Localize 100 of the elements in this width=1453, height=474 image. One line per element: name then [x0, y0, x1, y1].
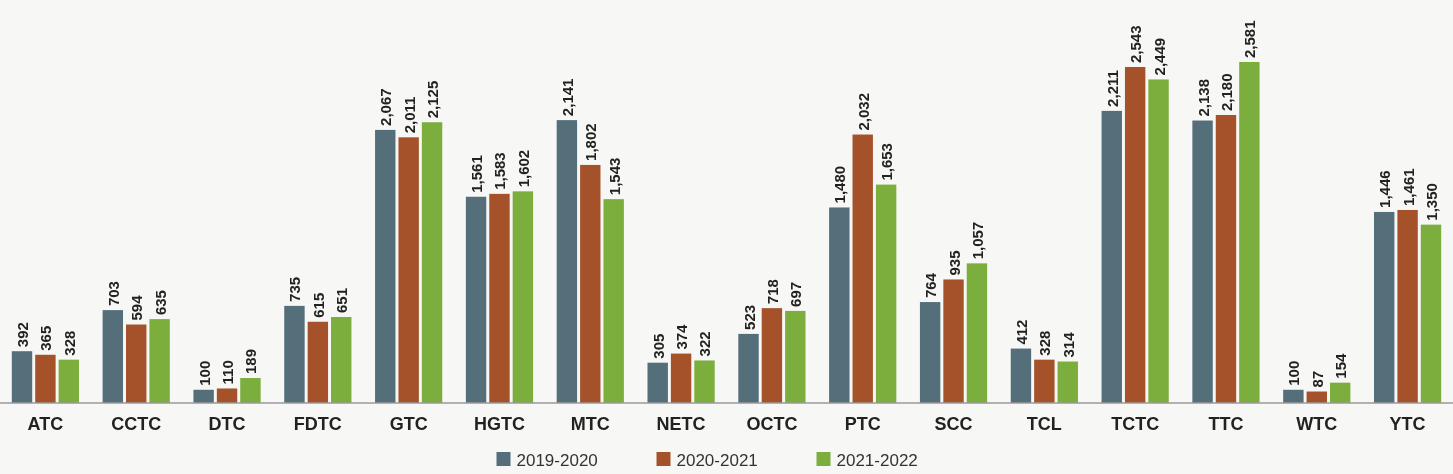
- bar: [240, 378, 261, 403]
- bar: [149, 319, 170, 403]
- data-label: 1,543: [605, 157, 623, 196]
- data-label: 1,350: [1422, 183, 1440, 221]
- data-label: 189: [242, 349, 260, 375]
- bar: [421, 122, 443, 403]
- bar: [966, 263, 988, 403]
- bar: [1192, 120, 1213, 403]
- data-label: 392: [14, 322, 32, 348]
- data-label: 412: [1012, 319, 1030, 345]
- data-label: 1,653: [878, 143, 896, 181]
- x-tick-label: TTC: [1208, 414, 1244, 434]
- data-label: 322: [696, 331, 714, 357]
- data-label: 764: [922, 272, 940, 299]
- x-tick-label: NETC: [656, 414, 706, 434]
- data-label: 2,581: [1241, 20, 1259, 58]
- bar: [1101, 110, 1122, 403]
- data-label: 374: [673, 323, 691, 350]
- bar: [603, 199, 624, 403]
- x-tick-label: FDTC: [293, 414, 342, 434]
- bar: [1329, 382, 1351, 403]
- bar: [875, 184, 897, 403]
- bar: [11, 351, 33, 403]
- bar: [1239, 62, 1260, 403]
- data-label: 305: [649, 333, 667, 359]
- data-label: 110: [219, 360, 237, 385]
- data-label: 1,446: [1376, 170, 1394, 208]
- bar: [1397, 209, 1418, 403]
- bar: [512, 191, 534, 403]
- data-label: 1,480: [831, 165, 849, 204]
- data-label: 2,011: [400, 96, 418, 134]
- data-label: 703: [104, 281, 122, 307]
- bar: [785, 310, 806, 403]
- bar: [102, 310, 124, 403]
- data-label: 2,138: [1194, 78, 1212, 117]
- data-label: 718: [763, 279, 781, 305]
- data-label: 100: [1285, 360, 1303, 386]
- bar: [1124, 67, 1146, 403]
- bar: [1057, 361, 1078, 403]
- data-label: 328: [60, 330, 78, 356]
- bar: [1215, 114, 1237, 403]
- x-tick-label: TCL: [1026, 414, 1062, 434]
- x-tick-label: MTC: [570, 414, 610, 434]
- bar: [284, 305, 305, 403]
- data-label: 154: [1332, 352, 1350, 379]
- data-label: 100: [195, 360, 213, 386]
- bar: [216, 388, 238, 403]
- data-label: 2,141: [558, 78, 576, 117]
- x-tick-label: GTC: [389, 414, 428, 434]
- bar: [761, 308, 783, 403]
- data-label: 2,180: [1217, 73, 1235, 111]
- bar: [1034, 359, 1055, 403]
- bar: [307, 321, 329, 403]
- bar: [193, 389, 214, 403]
- bar: [852, 134, 873, 403]
- data-label: 523: [740, 304, 758, 330]
- data-label: 2,211: [1103, 70, 1121, 107]
- bar: [919, 302, 941, 403]
- data-label: 2,067: [377, 88, 395, 126]
- bar: [1420, 224, 1442, 403]
- data-label: 328: [1036, 330, 1054, 356]
- data-label: 1,802: [582, 123, 600, 161]
- data-label: 1,561: [468, 155, 486, 193]
- bar: [829, 207, 850, 403]
- data-label: 1,461: [1399, 168, 1417, 206]
- bar: [331, 316, 352, 403]
- data-label: 365: [37, 325, 55, 351]
- bar: [580, 164, 601, 403]
- bar: [126, 324, 147, 403]
- x-tick-label: YTC: [1389, 414, 1426, 434]
- bar: [1373, 211, 1395, 403]
- bar: [670, 353, 692, 403]
- data-label: 2,032: [854, 92, 872, 131]
- data-label: 2,449: [1150, 37, 1168, 76]
- bar: [375, 129, 396, 403]
- data-label: 735: [286, 276, 304, 302]
- bar: [465, 196, 487, 403]
- bar: [1283, 389, 1304, 403]
- data-label: 935: [945, 250, 963, 276]
- x-tick-label: DTC: [208, 414, 246, 434]
- bar: [556, 120, 578, 403]
- bar: [58, 359, 80, 403]
- data-label: 2,543: [1127, 25, 1145, 64]
- data-label: 1,602: [514, 149, 532, 188]
- data-label: 635: [151, 290, 169, 316]
- bar: [738, 333, 759, 403]
- bar: [943, 279, 964, 403]
- bar: [35, 354, 56, 403]
- x-tick-label: SCC: [934, 414, 973, 434]
- bar: [1010, 348, 1032, 403]
- bar: [398, 137, 419, 403]
- x-tick-label: PTC: [844, 414, 881, 434]
- x-tick-label: TCTC: [1111, 414, 1160, 434]
- bar: [647, 362, 668, 403]
- x-tick-label: WTC: [1296, 414, 1338, 434]
- bar: [489, 193, 510, 403]
- data-label: 1,583: [491, 152, 509, 190]
- bar: [694, 360, 715, 403]
- data-label: 615: [309, 292, 327, 318]
- data-label: 87: [1308, 370, 1326, 388]
